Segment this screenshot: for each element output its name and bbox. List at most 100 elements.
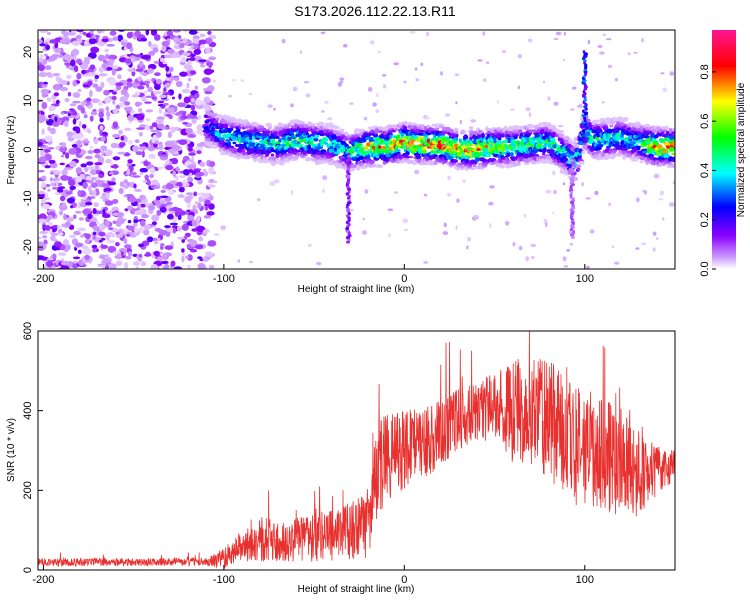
heatmap-cell <box>281 38 286 44</box>
heatmap-cell <box>147 236 154 243</box>
heatmap-cell <box>194 201 198 204</box>
y-tick-label: 0 <box>22 567 34 573</box>
heatmap-cell <box>536 145 543 150</box>
heatmap-cell <box>153 240 159 245</box>
heatmap-cell <box>38 39 43 44</box>
heatmap-cell <box>440 71 443 76</box>
heatmap-cell <box>155 202 162 206</box>
heatmap-cell <box>189 56 196 62</box>
heatmap-cell <box>44 165 51 169</box>
heatmap-cell <box>482 147 489 153</box>
heatmap-cell <box>104 180 108 184</box>
heatmap-cell <box>43 225 49 230</box>
heatmap-cell <box>112 108 119 114</box>
heatmap-cell <box>256 198 261 202</box>
heatmap-cell <box>227 141 232 146</box>
heatmap-cell <box>164 225 171 229</box>
heatmap-cell <box>228 94 232 98</box>
heatmap-cell <box>290 103 294 108</box>
y-tick-label: -20 <box>22 239 34 255</box>
heatmap-cell <box>38 218 47 223</box>
heatmap-cell <box>54 116 58 122</box>
heatmap-cell <box>88 185 92 193</box>
heatmap-cell <box>84 233 91 240</box>
heatmap-cell <box>87 213 93 219</box>
heatmap-cell <box>543 142 548 148</box>
heatmap-cell <box>69 103 77 107</box>
heatmap-cell <box>181 255 185 263</box>
heatmap-cell <box>156 166 164 169</box>
heatmap-cell <box>97 30 102 34</box>
heatmap-cell <box>506 152 511 158</box>
heatmap-cell <box>477 59 483 62</box>
heatmap-cell <box>63 167 73 171</box>
heatmap-cell <box>393 128 399 131</box>
heatmap-cell <box>528 112 532 117</box>
heatmap-cell <box>112 164 119 169</box>
heatmap-cell <box>671 131 675 135</box>
heatmap-cell <box>205 47 211 54</box>
heatmap-cell <box>141 96 147 102</box>
heatmap-cell <box>126 81 133 88</box>
heatmap-cell <box>158 143 164 150</box>
heatmap-cell <box>105 106 110 112</box>
heatmap-cell <box>77 249 82 254</box>
heatmap-cell <box>127 219 132 224</box>
heatmap-cell <box>64 97 70 103</box>
heatmap-cell <box>411 134 416 139</box>
heatmap-cell <box>611 245 614 248</box>
heatmap-cell <box>460 129 465 134</box>
heatmap-cell <box>585 265 590 269</box>
heatmap-cell <box>497 136 502 141</box>
heatmap-cell <box>177 102 186 108</box>
heatmap-cell <box>576 104 583 108</box>
heatmap-cell <box>195 130 202 135</box>
heatmap-cell <box>183 169 190 176</box>
x-tick-label: -100 <box>213 273 235 285</box>
heatmap-cell <box>143 90 148 94</box>
heatmap-cell <box>219 137 225 142</box>
heatmap-cell <box>160 154 168 158</box>
heatmap-cell <box>328 148 335 154</box>
heatmap-cell <box>319 125 324 131</box>
heatmap-cell <box>267 104 273 108</box>
heatmap-cell <box>432 154 439 158</box>
heatmap-cell <box>92 231 97 236</box>
heatmap-cell <box>423 161 429 166</box>
heatmap-cell <box>109 263 117 269</box>
heatmap-cell <box>613 261 620 265</box>
heatmap-cell <box>182 38 188 44</box>
heatmap-cell <box>149 167 156 174</box>
heatmap-cell <box>48 159 56 164</box>
heatmap-cell <box>562 182 566 186</box>
heatmap-cell <box>479 151 484 157</box>
heatmap-cell <box>90 46 100 53</box>
heatmap-cell <box>80 107 86 114</box>
heatmap-cell <box>212 80 217 83</box>
heatmap-cell <box>111 177 116 183</box>
heatmap-cell <box>106 239 116 244</box>
y-tick-label: 600 <box>22 322 34 340</box>
heatmap-cell <box>100 136 106 142</box>
heatmap-cell <box>205 251 213 257</box>
heatmap-cell <box>56 188 64 193</box>
snr-x-axis-label: Height of straight line (km) <box>298 584 415 595</box>
heatmap-cell <box>153 142 158 148</box>
heatmap-cell <box>382 161 387 165</box>
heatmap-cell <box>582 50 586 54</box>
heatmap-cell <box>61 202 66 209</box>
heatmap-cell <box>319 158 324 161</box>
heatmap-cell <box>80 234 85 238</box>
heatmap-cell <box>131 94 139 98</box>
heatmap-cell <box>132 222 138 228</box>
heatmap-cell <box>154 227 162 232</box>
heatmap-cell <box>669 71 675 76</box>
heatmap-cell <box>154 34 161 41</box>
heatmap-cell <box>353 129 358 133</box>
heatmap-cell <box>41 84 48 88</box>
heatmap-cell <box>322 175 328 181</box>
heatmap-cell <box>197 202 202 210</box>
heatmap-cell <box>187 254 193 261</box>
heatmap-cell <box>504 126 509 130</box>
heatmap-cell <box>361 230 367 235</box>
